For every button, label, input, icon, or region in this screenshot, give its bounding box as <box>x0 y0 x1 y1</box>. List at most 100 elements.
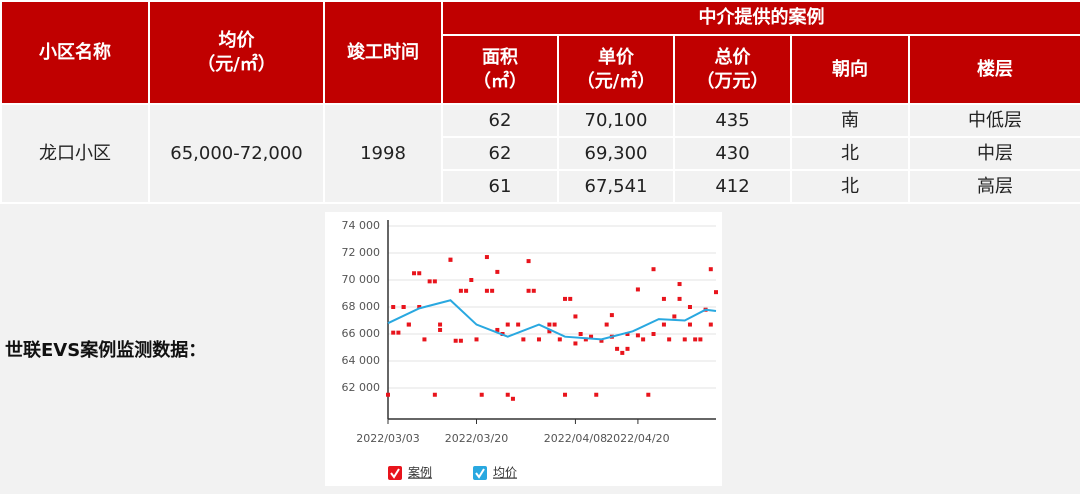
cell: 67,541 <box>557 169 675 204</box>
header-cell: 面积 （㎡） <box>441 34 559 105</box>
x-tick-label: 2022/04/08 <box>544 432 607 445</box>
scatter-point <box>682 337 687 342</box>
scatter-point <box>615 346 620 351</box>
scatter-point <box>687 322 692 327</box>
scatter-point <box>469 278 474 282</box>
scatter-point <box>427 279 432 284</box>
chart: 62 000 64 000 66 000 68 000 70 000 72 000 74 0… <box>325 212 722 486</box>
scatter-point <box>453 338 458 343</box>
scatter-point <box>625 346 630 351</box>
y-tick-label: 66 000 <box>342 327 381 340</box>
scatter-point <box>547 329 552 334</box>
scatter-point <box>708 267 713 272</box>
scatter-point <box>687 305 692 309</box>
scatter-point <box>672 314 677 319</box>
cell: 中低层 <box>907 103 1080 138</box>
cell: 62 <box>441 103 559 138</box>
scatter-point <box>708 322 713 327</box>
scatter-point <box>464 288 469 293</box>
scatter-point <box>531 288 536 293</box>
scatter-point <box>401 305 406 309</box>
cell: 中层 <box>907 136 1080 171</box>
header-cell: 楼层 <box>907 34 1080 105</box>
scatter-point <box>573 314 578 319</box>
y-tick-label: 72 000 <box>342 246 381 259</box>
header-cell: 总价 （万元） <box>673 34 792 105</box>
scatter-point <box>484 255 489 260</box>
scatter-point <box>438 322 443 327</box>
scatter-point <box>573 341 578 346</box>
scatter-point <box>641 337 646 342</box>
cell: 70,100 <box>557 103 675 138</box>
scatter-point <box>386 392 390 397</box>
scatter-point <box>589 334 594 339</box>
legend-swatch <box>473 466 487 480</box>
y-tick-label: 62 000 <box>342 381 381 394</box>
scatter-point <box>505 322 510 327</box>
header-cell: 小区名称 <box>0 0 150 105</box>
x-tick-label: 2022/04/20 <box>606 432 669 445</box>
cell: 高层 <box>907 169 1080 204</box>
cell: 龙口小区 <box>0 103 150 204</box>
scatter-point <box>417 271 422 276</box>
scatter-point <box>557 337 562 342</box>
x-tick-label: 2022/03/03 <box>356 432 419 445</box>
scatter-point <box>620 350 625 355</box>
header-cell: 均价 （元/㎡） <box>148 0 325 105</box>
scatter-point <box>406 322 411 327</box>
scatter-point <box>495 327 500 332</box>
header-cell: 竣工时间 <box>323 0 443 105</box>
cell: 435 <box>673 103 792 138</box>
scatter-point <box>625 332 630 336</box>
scatter-point <box>667 337 672 342</box>
scatter-point <box>391 330 396 335</box>
y-tick-label: 70 000 <box>342 273 381 286</box>
scatter-point <box>609 313 614 318</box>
scatter-point <box>536 337 541 342</box>
scatter-point <box>693 337 698 342</box>
cell: 南 <box>790 103 910 138</box>
chart-label: 世联EVS案例监测数据： <box>5 340 207 361</box>
scatter-point <box>661 322 666 327</box>
cell: 69,300 <box>557 136 675 171</box>
scatter-point <box>547 322 552 327</box>
scatter-point <box>448 257 453 262</box>
scatter-point <box>458 288 463 293</box>
legend-check <box>390 468 400 479</box>
scatter-point <box>510 396 515 401</box>
cell: 412 <box>673 169 792 204</box>
scatter-point <box>396 330 401 335</box>
scatter-point <box>526 259 531 264</box>
scatter-point <box>568 296 573 301</box>
scatter-point <box>516 322 521 327</box>
scatter-point <box>479 392 484 397</box>
scatter-point <box>651 332 656 336</box>
scatter-point <box>438 327 443 332</box>
scatter-point <box>651 267 656 272</box>
cell: 62 <box>441 136 559 171</box>
scatter-point <box>698 337 703 342</box>
legend-check <box>475 468 485 479</box>
scatter-point <box>646 392 651 397</box>
scatter-point <box>552 322 557 327</box>
scatter-point <box>714 290 718 295</box>
scatter-point <box>635 287 640 292</box>
table: 小区名称 均价 （元/㎡） 竣工时间 中介提供的案例 面积 （㎡） 单价 （元/… <box>0 0 1080 204</box>
y-tick-label: 64 000 <box>342 354 381 367</box>
scatter-point <box>594 392 599 397</box>
cell: 北 <box>790 169 910 204</box>
legend-label: 案例 <box>408 465 432 480</box>
cell: 北 <box>790 136 910 171</box>
scatter-point <box>563 296 568 301</box>
scatter-point <box>563 392 568 397</box>
cell: 1998 <box>323 103 443 204</box>
legend-swatch <box>388 466 402 480</box>
scatter-point <box>526 288 531 293</box>
cell: 65,000-72,000 <box>148 103 325 204</box>
scatter-point <box>521 337 526 342</box>
scatter-point <box>432 279 437 284</box>
scatter-point <box>578 332 583 336</box>
header-cell: 中介提供的案例 <box>440 0 1080 36</box>
scatter-point <box>412 271 417 276</box>
